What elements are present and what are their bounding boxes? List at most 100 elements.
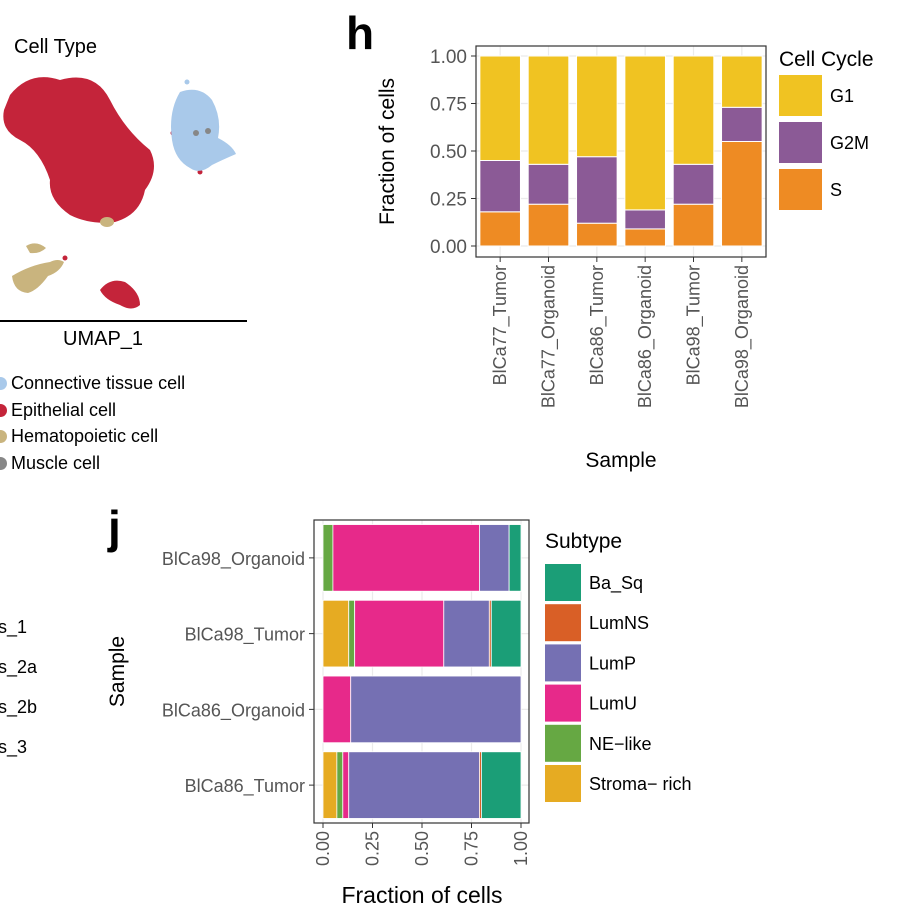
bar-segment-s bbox=[527, 203, 570, 247]
connective-cluster bbox=[171, 79, 236, 171]
umap-scatter bbox=[0, 77, 247, 322]
bar-segment-g2m bbox=[624, 209, 666, 230]
legend-swatch-ba_sq bbox=[545, 564, 581, 601]
left-fragment: s_3 bbox=[0, 737, 28, 757]
left-fragment: s_2b bbox=[0, 697, 38, 717]
bar-segment-s bbox=[479, 211, 521, 247]
bar-segment-nelike bbox=[322, 524, 334, 592]
legend-label: G1 bbox=[830, 86, 854, 106]
legend-swatch-lump bbox=[545, 644, 581, 682]
umap-legend-item-hematopoietic: Hematopoietic cell bbox=[0, 426, 158, 447]
x-axis-label: Sample bbox=[585, 449, 656, 472]
legend-label: Muscle cell bbox=[11, 453, 101, 473]
bar-segment-g1 bbox=[576, 55, 618, 158]
bar-segment-lumu bbox=[332, 524, 480, 592]
bar-segment-lumu bbox=[342, 751, 350, 819]
bar-segment-g1 bbox=[672, 55, 715, 165]
legend-swatch-nelike bbox=[545, 724, 581, 762]
y-tick-label: 1.00 bbox=[430, 47, 467, 68]
legend-label: NE−like bbox=[589, 734, 652, 754]
y-tick-label: 0.25 bbox=[430, 190, 467, 211]
legend-swatch-g2m bbox=[779, 122, 822, 163]
umap-legend-title: Cell Type bbox=[14, 36, 98, 58]
legend-label: LumU bbox=[589, 694, 637, 714]
legend-swatch bbox=[0, 377, 7, 390]
bar-segment-g1 bbox=[479, 55, 521, 161]
bar-segment-nelike bbox=[348, 599, 356, 668]
plot-border bbox=[313, 519, 530, 824]
chart-j: 0.00 0.25 0.50 0.75 1.00 BlCa98_Organoid BlCa9… bbox=[106, 519, 692, 908]
x-tick-label: BlCa86_Organoid bbox=[635, 265, 656, 408]
bar-segment-lump bbox=[348, 751, 480, 819]
y-tick-label: BlCa98_Organoid bbox=[162, 549, 305, 570]
legend-swatch bbox=[0, 457, 7, 470]
legend-label: Connective tissue cell bbox=[11, 373, 186, 393]
hematopoietic-blob-bottom bbox=[12, 260, 64, 293]
legend-swatch-s bbox=[779, 169, 822, 210]
legend-label: Hematopoietic cell bbox=[11, 426, 159, 446]
bar-segment-lump bbox=[350, 675, 522, 744]
x-tick-label: 1.00 bbox=[511, 831, 531, 866]
epithelial-dot bbox=[62, 255, 68, 261]
legend-swatch-stromarich bbox=[545, 765, 581, 802]
bar-segment-g2m bbox=[576, 156, 618, 224]
left-fragment: s_2a bbox=[0, 657, 38, 677]
y-tick-label: BlCa98_Tumor bbox=[185, 625, 305, 646]
chart-h: 0.00 0.25 0.50 0.75 1.00 BlCa77_Tumor BlCa77_O… bbox=[376, 45, 874, 472]
x-tick-label: 0.25 bbox=[363, 831, 383, 866]
bar-segment-g2m bbox=[479, 160, 521, 213]
bar-segment-g2m bbox=[672, 163, 715, 205]
hematopoietic-blob-top bbox=[26, 243, 46, 254]
legend-swatch-lumu bbox=[545, 684, 581, 722]
bar-segment-g1 bbox=[624, 55, 666, 211]
legend-swatch-lumns bbox=[545, 604, 581, 642]
epithelial-main-blob bbox=[3, 77, 155, 223]
bar-segment-g1 bbox=[527, 55, 570, 165]
legend-label: Ba_Sq bbox=[589, 573, 643, 594]
x-axis-label: Fraction of cells bbox=[341, 882, 502, 908]
bar-segment-g1 bbox=[721, 55, 763, 108]
legend-label: LumP bbox=[589, 653, 636, 673]
legend-title: Cell Cycle bbox=[779, 48, 874, 71]
umap-legend-item-epithelial: Epithelial cell bbox=[0, 400, 116, 421]
hematopoietic-cluster bbox=[12, 217, 114, 293]
connective-blob bbox=[171, 89, 236, 171]
x-tick-label: BlCa77_Organoid bbox=[539, 265, 560, 408]
muscle-dot bbox=[193, 130, 199, 136]
legend-label: G2M bbox=[830, 133, 869, 153]
panel-letter-j: j bbox=[108, 501, 121, 553]
plot-border bbox=[475, 45, 767, 258]
bar-segment-nelike bbox=[336, 751, 344, 819]
hematopoietic-patch bbox=[100, 217, 114, 227]
bar-segment-ba_sq bbox=[480, 751, 522, 819]
bar-segment-ba_sq bbox=[508, 524, 522, 592]
legend-label: LumNS bbox=[589, 613, 649, 633]
x-tick-label: 0.50 bbox=[412, 831, 432, 866]
left-fragment: s_1 bbox=[0, 617, 28, 637]
x-tick-label: 0.00 bbox=[313, 831, 333, 866]
y-tick-label: 0.75 bbox=[430, 95, 467, 116]
bar-segment-stromarich bbox=[322, 751, 338, 819]
connective-dot bbox=[184, 79, 190, 85]
bar-segment-s bbox=[672, 203, 715, 247]
x-tick-label: BlCa98_Organoid bbox=[732, 265, 753, 408]
bar-segment-lumu bbox=[354, 599, 445, 668]
bar-segment-s bbox=[624, 228, 666, 247]
muscle-dot bbox=[205, 128, 211, 134]
x-tick-label: 0.75 bbox=[462, 831, 482, 866]
legend-swatch bbox=[0, 404, 7, 417]
umap-legend-item-connective: Connective tissue cell bbox=[0, 373, 185, 394]
y-tick-label: 0.00 bbox=[430, 237, 467, 258]
y-tick-label: 0.50 bbox=[430, 142, 467, 163]
muscle-cluster bbox=[193, 128, 211, 136]
x-tick-label: BlCa86_Tumor bbox=[587, 265, 608, 385]
epithelial-small-blob bbox=[100, 280, 140, 309]
bar-segment-lump bbox=[479, 524, 510, 592]
bar-segment-lumu bbox=[322, 675, 352, 744]
legend-swatch bbox=[0, 430, 7, 443]
bar-segment-stromarich bbox=[322, 599, 350, 668]
bar-segment-s bbox=[721, 141, 763, 247]
bar-segment-s bbox=[576, 222, 618, 247]
umap-x-axis-label: UMAP_1 bbox=[63, 328, 144, 350]
panel-letter-h: h bbox=[346, 7, 375, 59]
